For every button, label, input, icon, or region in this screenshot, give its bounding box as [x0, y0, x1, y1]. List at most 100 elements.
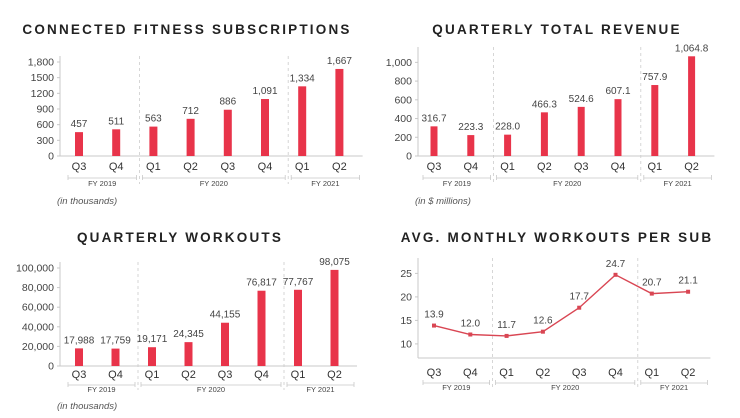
chart-panel-1: QUARTERLY TOTAL REVENUE 0 200 400 600 800 1,00…	[386, 22, 715, 207]
x-tick-label: Q2	[537, 161, 552, 173]
data-point	[613, 272, 618, 277]
fiscal-group-label: FY 2021	[663, 179, 691, 188]
x-tick-label: Q4	[611, 161, 626, 173]
data-bar	[111, 348, 120, 366]
data-bar	[221, 322, 229, 366]
y-tick-label: 40,000	[22, 321, 54, 333]
x-tick-label: Q2	[327, 369, 342, 381]
data-label: 77,767	[283, 277, 314, 288]
data-label: 1,091	[252, 86, 277, 97]
data-label: 44,155	[210, 310, 241, 321]
chart-title: AVG. MONTHLY WORKOUTS PER SUB	[401, 230, 714, 245]
x-tick-label: Q3	[427, 367, 442, 379]
fiscal-group-label: FY 2020	[200, 179, 228, 188]
data-bar	[75, 132, 83, 156]
x-tick-label: Q1	[647, 161, 662, 173]
data-label: 712	[182, 106, 199, 117]
data-label: 13.9	[424, 310, 444, 321]
data-bar	[614, 99, 622, 156]
y-tick-label: 100,000	[16, 263, 54, 275]
y-tick-label: 0	[406, 151, 412, 163]
chart-panel-3: AVG. MONTHLY WORKOUTS PER SUB 10 15 20 25 FY …	[400, 230, 714, 392]
y-tick-label: 1500	[31, 72, 55, 84]
data-label: 457	[71, 119, 88, 130]
data-bar	[504, 134, 512, 156]
x-tick-label: Q1	[291, 369, 306, 381]
data-label: 12.0	[461, 319, 481, 330]
y-tick-label: 1200	[31, 88, 55, 100]
y-tick-label: 60,000	[22, 302, 54, 314]
x-tick-label: Q3	[72, 369, 87, 381]
fiscal-group-label: FY 2021	[660, 383, 688, 392]
x-tick-label: Q2	[536, 367, 551, 379]
fiscal-group-label: FY 2019	[87, 385, 115, 394]
y-tick-label: 300	[36, 135, 54, 147]
fiscal-group-label: FY 2020	[553, 179, 581, 188]
data-bar	[430, 126, 438, 156]
y-tick-label: 20	[400, 291, 412, 303]
data-label: 17.7	[569, 292, 589, 303]
x-tick-label: Q4	[258, 161, 273, 173]
x-tick-label: Q1	[499, 367, 514, 379]
data-label: 1,667	[327, 56, 352, 67]
data-bar	[540, 112, 548, 156]
x-tick-label: Q4	[108, 369, 123, 381]
data-bar	[223, 109, 232, 156]
data-label: 17,759	[100, 336, 131, 347]
y-tick-label: 800	[394, 76, 412, 88]
data-bar	[184, 342, 193, 366]
fiscal-group-label: FY 2019	[442, 383, 470, 392]
x-tick-label: Q4	[254, 369, 269, 381]
data-bar	[335, 68, 344, 156]
data-bar	[149, 126, 158, 156]
y-tick-label: 0	[48, 361, 54, 373]
x-tick-label: Q3	[574, 161, 589, 173]
x-tick-label: Q3	[220, 161, 235, 173]
y-tick-label: 20,000	[22, 341, 54, 353]
data-label: 223.3	[458, 122, 483, 133]
data-point	[540, 329, 545, 334]
data-label: 76,817	[246, 278, 277, 289]
x-tick-label: Q1	[644, 367, 659, 379]
y-tick-label: 1,800	[28, 57, 54, 69]
chart-note: (in $ millions)	[415, 196, 471, 207]
x-tick-label: Q4	[463, 367, 478, 379]
data-label: 228.0	[495, 122, 520, 133]
y-tick-label: 10	[400, 338, 412, 350]
data-bar	[294, 289, 302, 366]
y-tick-label: 900	[36, 104, 54, 116]
x-tick-label: Q2	[684, 161, 699, 173]
y-tick-label: 400	[394, 113, 412, 125]
fiscal-group-label: FY 2020	[551, 383, 579, 392]
data-label: 1,334	[290, 73, 315, 84]
data-label: 24.7	[606, 259, 626, 270]
fiscal-group-label: FY 2019	[88, 179, 116, 188]
fiscal-group-label: FY 2021	[306, 385, 334, 394]
x-tick-label: Q1	[295, 161, 310, 173]
data-bar	[330, 269, 339, 366]
fiscal-group-label: FY 2020	[197, 385, 225, 394]
y-tick-label: 600	[36, 119, 54, 131]
data-point	[686, 289, 691, 294]
fiscal-group-label: FY 2019	[443, 179, 471, 188]
data-bar	[688, 56, 696, 156]
x-tick-label: Q3	[572, 367, 587, 379]
data-label: 524.6	[569, 94, 594, 105]
data-label: 19,171	[137, 334, 168, 345]
data-label: 316.7	[421, 113, 446, 124]
data-label: 466.3	[532, 99, 557, 110]
data-label: 24,345	[173, 329, 204, 340]
data-bar	[467, 135, 475, 156]
x-tick-label: Q2	[183, 161, 198, 173]
data-label: 11.7	[497, 320, 516, 331]
x-tick-label: Q2	[181, 369, 196, 381]
data-bar	[298, 86, 307, 156]
data-point	[432, 323, 436, 328]
data-label: 98,075	[319, 257, 350, 268]
x-tick-label: Q3	[218, 369, 233, 381]
data-bar	[186, 118, 195, 156]
chart-title: QUARTERLY WORKOUTS	[77, 230, 283, 245]
data-bar	[75, 348, 83, 366]
data-point	[577, 305, 582, 310]
chart-panel-0: CONNECTED FITNESS SUBSCRIPTIONS 0 300 600 90…	[22, 22, 363, 207]
